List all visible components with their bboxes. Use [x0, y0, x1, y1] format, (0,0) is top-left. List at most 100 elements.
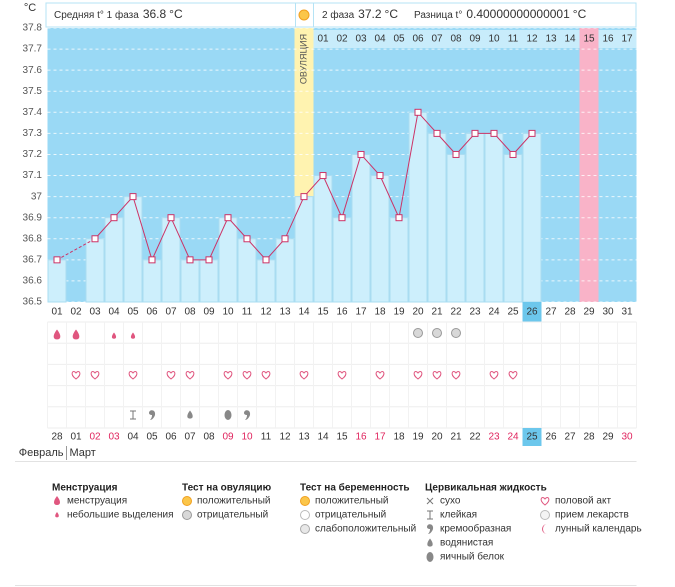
- bar: [446, 153, 466, 303]
- label: Средняя t° 1 фаза: [54, 9, 139, 21]
- phase2-day-label: 17: [621, 34, 633, 45]
- date-label: 17: [374, 432, 386, 443]
- phase2-day-label: 04: [374, 34, 386, 45]
- unit: °C: [169, 7, 183, 21]
- x-tick-label: 10: [222, 307, 234, 318]
- legend-title: Тест на беременность: [300, 482, 410, 494]
- date-label: 01: [70, 432, 82, 443]
- point-marker: [91, 235, 99, 243]
- date-label: 02: [89, 432, 101, 443]
- intercourse-icon: [90, 371, 100, 380]
- x-tick-label: 01: [51, 307, 63, 318]
- x-tick-label: 18: [374, 307, 386, 318]
- legend-icon: [300, 524, 310, 534]
- point-marker: [243, 235, 251, 243]
- x-tick-label: 05: [127, 307, 139, 318]
- bar: [256, 259, 276, 303]
- x-tick-label: 12: [260, 307, 272, 318]
- legend-icon: [542, 524, 547, 534]
- x-tick-label: 15: [317, 307, 329, 318]
- date-label: 13: [298, 432, 310, 443]
- x-tick-label: 23: [469, 307, 481, 318]
- x-tick-label: 24: [488, 307, 500, 318]
- y-tick-label: 37.6: [23, 65, 43, 76]
- legend-icon: [427, 510, 433, 520]
- x-tick-label: 16: [336, 307, 348, 318]
- x-tick-label: 07: [165, 307, 177, 318]
- bar: [332, 217, 352, 303]
- legend-item: слабоположительный: [315, 523, 416, 535]
- intercourse-icon: [185, 371, 195, 380]
- intercourse-icon: [223, 371, 233, 380]
- x-tick-label: 04: [108, 307, 120, 318]
- x-tick-label: 06: [146, 307, 158, 318]
- phase2-day-label: 11: [508, 34, 519, 45]
- intercourse-icon: [375, 371, 385, 380]
- temperature-line: [94, 111, 533, 262]
- x-tick-label: 17: [355, 307, 367, 318]
- x-tick-label: 13: [279, 307, 291, 318]
- legend-icon: [55, 512, 59, 518]
- y-tick-label: 37: [31, 191, 43, 202]
- x-tick-label: 14: [298, 307, 310, 318]
- bar: [408, 111, 428, 303]
- legend-icon: [300, 510, 310, 520]
- x-tick-label: 29: [583, 307, 595, 318]
- phase2-day-label: 08: [450, 34, 462, 45]
- menstruation-icon: [53, 329, 61, 340]
- bar: [180, 259, 200, 303]
- x-tick-label: 28: [564, 307, 576, 318]
- legend-item: половой акт: [555, 496, 611, 507]
- phase2-day-label: 01: [317, 34, 329, 45]
- phase2-day-label: 09: [469, 34, 481, 45]
- intercourse-icon: [242, 371, 252, 380]
- date-label: 16: [355, 432, 367, 443]
- legend-item: отрицательный: [315, 510, 386, 521]
- bar: [503, 153, 523, 303]
- value: 36.8: [143, 7, 167, 21]
- phase2-day-label: 07: [431, 34, 443, 45]
- legend-item: прием лекарств: [555, 510, 629, 521]
- bar: [427, 132, 447, 303]
- phase2-day-label: 14: [564, 34, 576, 45]
- y-tick-label: 37.1: [23, 170, 43, 181]
- legend-icon: [182, 496, 192, 506]
- point-marker: [53, 256, 61, 264]
- bar: [161, 217, 181, 303]
- phase2-day-label: 12: [526, 34, 538, 45]
- phase2-day-label: 10: [488, 34, 500, 45]
- legend-icon: [540, 497, 550, 506]
- bar: [85, 238, 105, 303]
- cervical-creamy-icon: [149, 410, 156, 420]
- date-label: 06: [165, 432, 177, 443]
- bar: [484, 132, 504, 303]
- x-tick-label: 08: [184, 307, 196, 318]
- date-label: 24: [507, 432, 519, 443]
- ovulation-test-negative-icon: [413, 328, 423, 338]
- date-label: 20: [431, 432, 443, 443]
- label: 2 фаза: [322, 9, 355, 21]
- ovulation-test-negative-icon: [451, 328, 461, 338]
- intercourse-icon: [451, 371, 461, 380]
- point-marker: [338, 214, 346, 222]
- legend-item: яичный белок: [440, 551, 505, 563]
- phase2-day-label: 02: [336, 34, 348, 45]
- point-marker: [376, 172, 384, 180]
- legend-item: клейкая: [440, 510, 477, 521]
- legend-item: сухо: [440, 496, 461, 507]
- intercourse-icon: [432, 371, 442, 380]
- point-marker: [490, 129, 498, 137]
- unit: °C: [385, 7, 399, 21]
- bar: [123, 196, 143, 303]
- point-marker: [262, 256, 270, 264]
- month-label: Февраль: [19, 447, 64, 459]
- date-label: 03: [108, 432, 120, 443]
- intercourse-icon: [71, 371, 81, 380]
- date-label: 15: [336, 432, 348, 443]
- expected-period-column: [579, 28, 599, 302]
- point-marker: [281, 235, 289, 243]
- date-label: 26: [545, 432, 557, 443]
- date-label: 08: [203, 432, 215, 443]
- phase2-day-label: 13: [545, 34, 557, 45]
